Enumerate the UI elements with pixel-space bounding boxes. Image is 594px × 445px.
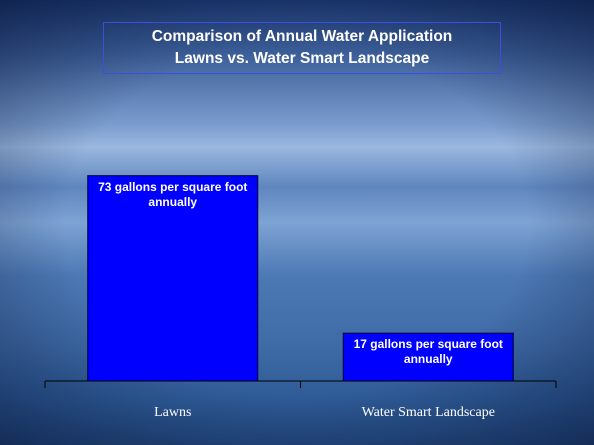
value-label: 73 gallons per square foot annually <box>98 179 248 209</box>
bar <box>87 175 259 382</box>
x-tick-label: Lawns <box>154 405 191 420</box>
chart-subtitle: Lawns vs. Water Smart Landscape <box>174 50 430 67</box>
value-label-box: 73 gallons per square foot annually <box>98 179 248 209</box>
x-tick-label: Water Smart Landscape <box>362 405 495 420</box>
chart-title: Comparison of Annual Water Application <box>151 28 453 45</box>
value-label: 17 gallons per square foot annually <box>353 337 503 367</box>
bar <box>342 332 514 382</box>
value-label-box: 17 gallons per square foot annually <box>353 337 503 367</box>
title-box: Comparison of Annual Water Application L… <box>103 22 501 74</box>
